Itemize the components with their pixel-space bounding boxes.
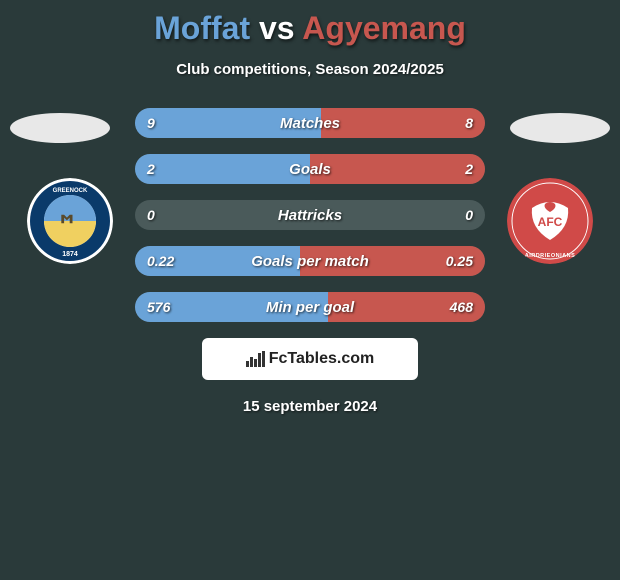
club-badge-left: GREENOCK 1874 (27, 178, 113, 264)
stat-value-left: 576 (147, 299, 170, 315)
badge-left-year: 1874 (62, 251, 78, 258)
player2-name: Agyemang (302, 10, 466, 46)
badge-right-label: AIRDRIEONIANS (525, 253, 576, 259)
badge-right-emblem: AFC (538, 215, 563, 229)
comparison-stage: GREENOCK 1874 AFC AIRDRIEONIANS 9 8 Matche… (0, 108, 620, 322)
stat-label: Matches (280, 115, 340, 132)
stat-row: 0 0 Hattricks (135, 200, 485, 230)
player1-name: Moffat (154, 10, 250, 46)
badge-left-label: GREENOCK (53, 188, 88, 194)
player2-photo-placeholder (510, 113, 610, 143)
brand-text: FcTables.com (269, 350, 375, 368)
title-vs: vs (259, 10, 295, 46)
comparison-title: Moffat vs Agyemang (0, 0, 620, 47)
stat-label: Hattricks (278, 207, 342, 224)
stat-value-right: 468 (450, 299, 473, 315)
club-badge-right: AFC AIRDRIEONIANS (507, 178, 593, 264)
stat-bars-container: 9 8 Matches 2 2 Goals 0 0 Hattricks 0.22 0.25 Goals… (135, 108, 485, 322)
stat-row: 9 8 Matches (135, 108, 485, 138)
stat-fill-right (310, 154, 485, 184)
brand-footer[interactable]: FcTables.com (202, 338, 418, 380)
stat-value-right: 2 (465, 161, 473, 177)
stat-row: 2 2 Goals (135, 154, 485, 184)
stat-fill-left (135, 154, 310, 184)
stat-value-right: 0 (465, 207, 473, 223)
stat-value-left: 0.22 (147, 253, 174, 269)
stat-value-left: 9 (147, 115, 155, 131)
stat-value-right: 0.25 (446, 253, 473, 269)
stat-value-right: 8 (465, 115, 473, 131)
stat-label: Goals (289, 161, 331, 178)
player1-photo-placeholder (10, 113, 110, 143)
stat-value-left: 2 (147, 161, 155, 177)
date-text: 15 september 2024 (0, 398, 620, 415)
chart-icon (246, 351, 265, 367)
stat-label: Min per goal (266, 299, 354, 316)
subtitle: Club competitions, Season 2024/2025 (0, 61, 620, 78)
stat-row: 576 468 Min per goal (135, 292, 485, 322)
stat-fill-right (321, 108, 486, 138)
stat-value-left: 0 (147, 207, 155, 223)
stat-row: 0.22 0.25 Goals per match (135, 246, 485, 276)
stat-label: Goals per match (251, 253, 369, 270)
